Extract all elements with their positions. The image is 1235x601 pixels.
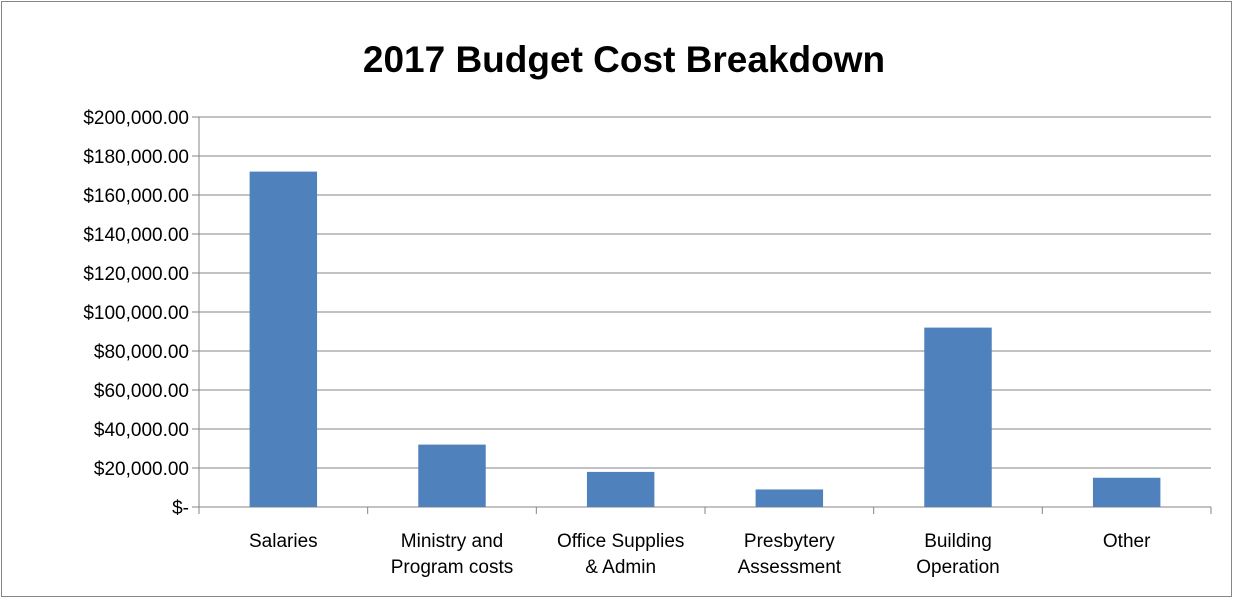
category-label: Building Operation (916, 531, 999, 578)
category-label: Other (1103, 531, 1151, 552)
bar (924, 327, 992, 507)
y-tick-label: $40,000.00 (94, 420, 189, 441)
category-label: Office Supplies & Admin (557, 531, 684, 578)
y-tick-label: $120,000.00 (83, 264, 189, 285)
y-tick-label: $180,000.00 (83, 147, 189, 168)
y-tick-label: $80,000.00 (94, 342, 189, 363)
y-axis-tick-labels: $- $20,000.00 $40,000.00 $60,000.00 $80,000.… (83, 108, 189, 519)
x-axis-category-labels: Salaries Ministry and Program costs Office … (249, 531, 1151, 578)
y-tick-label: $100,000.00 (83, 303, 189, 324)
y-tick-label: $- (172, 498, 189, 519)
chart-title: 2017 Budget Cost Breakdown (363, 39, 885, 80)
axes (192, 116, 1212, 514)
y-tick-label: $60,000.00 (94, 381, 189, 402)
y-tick-label: $20,000.00 (94, 459, 189, 480)
bar (249, 171, 318, 507)
category-label: Salaries (249, 531, 318, 552)
y-tick-label: $140,000.00 (83, 225, 189, 246)
bars (249, 171, 1161, 507)
bar (418, 444, 486, 507)
bar (1092, 477, 1161, 507)
gridlines (199, 116, 1211, 469)
category-label: Ministry and Program costs (391, 531, 513, 578)
bar (586, 471, 655, 507)
y-tick-label: $200,000.00 (83, 108, 189, 129)
y-tick-label: $160,000.00 (83, 186, 189, 207)
category-label: Presbytery Assessment (738, 531, 842, 578)
bar (755, 489, 824, 507)
